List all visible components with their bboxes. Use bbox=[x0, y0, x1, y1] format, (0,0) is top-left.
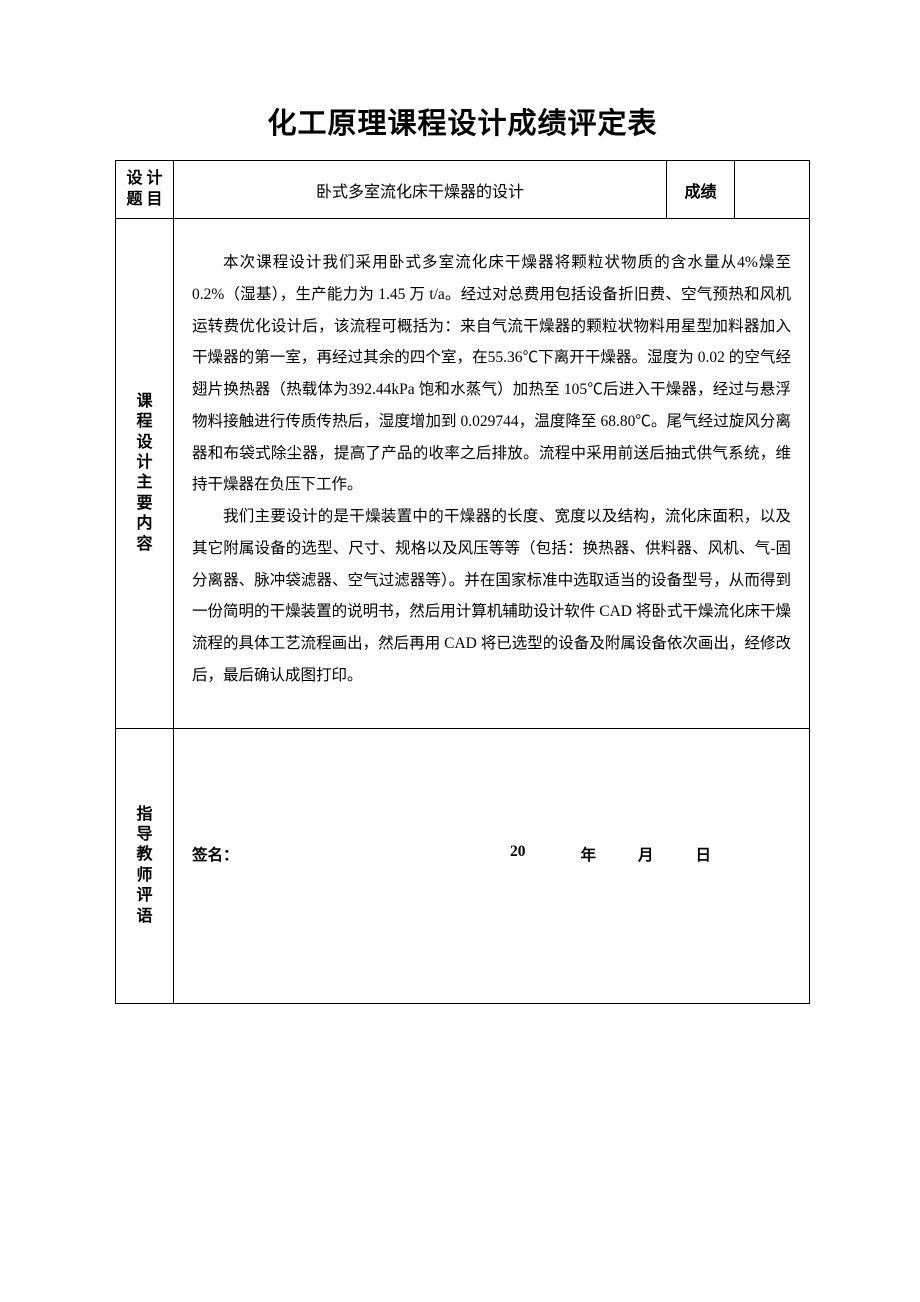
signature-line: 签名： 20 年 月 日 bbox=[192, 843, 791, 865]
year-label: 年 bbox=[580, 843, 596, 865]
label-char: 计 bbox=[120, 454, 169, 472]
label-char: 容 bbox=[120, 536, 169, 554]
label-char: 教 bbox=[120, 846, 169, 864]
label-char: 主 bbox=[120, 474, 169, 492]
label-char: 设 bbox=[120, 434, 169, 452]
label-design-title: 设 计 题 目 bbox=[116, 161, 174, 219]
page-title: 化工原理课程设计成绩评定表 bbox=[115, 100, 810, 142]
row-design-title: 设 计 题 目 卧式多室流化床干燥器的设计 成绩 bbox=[116, 161, 810, 219]
label-char: 评 bbox=[120, 887, 169, 905]
sign-label: 签名： bbox=[192, 843, 239, 865]
label-main-content: 课 程 设 计 主 要 内 容 bbox=[116, 219, 174, 729]
label-char: 要 bbox=[120, 495, 169, 513]
day-label: 日 bbox=[695, 843, 711, 865]
label-char: 师 bbox=[120, 867, 169, 885]
label-char: 导 bbox=[120, 826, 169, 844]
label-char: 程 bbox=[120, 413, 169, 431]
month-label: 月 bbox=[638, 843, 654, 865]
evaluation-table: 设 计 题 目 卧式多室流化床干燥器的设计 成绩 课 程 设 计 主 要 内 容… bbox=[115, 160, 810, 1004]
label-char: 内 bbox=[120, 515, 169, 533]
teacher-comment-cell: 签名： 20 年 月 日 bbox=[174, 728, 810, 1003]
label-teacher-comment: 指 导 教 师 评 语 bbox=[116, 728, 174, 1003]
year-prefix: 20 bbox=[510, 843, 526, 865]
label-line2: 题 目 bbox=[120, 190, 169, 211]
row-teacher-comment: 指 导 教 师 评 语 签名： 20 年 月 日 bbox=[116, 728, 810, 1003]
main-content-cell: 本次课程设计我们采用卧式多室流化床干燥器将颗粒状物质的含水量从4%燥至 0.2%… bbox=[174, 219, 810, 729]
content-paragraph-1: 本次课程设计我们采用卧式多室流化床干燥器将颗粒状物质的含水量从4%燥至 0.2%… bbox=[192, 247, 791, 501]
grade-label: 成绩 bbox=[667, 161, 735, 219]
label-char: 语 bbox=[120, 908, 169, 926]
label-char: 指 bbox=[120, 806, 169, 824]
grade-value bbox=[735, 161, 810, 219]
row-main-content: 课 程 设 计 主 要 内 容 本次课程设计我们采用卧式多室流化床干燥器将颗粒状… bbox=[116, 219, 810, 729]
design-title-value: 卧式多室流化床干燥器的设计 bbox=[174, 161, 667, 219]
label-line1: 设 计 bbox=[120, 169, 169, 190]
label-char: 课 bbox=[120, 393, 169, 411]
content-paragraph-2: 我们主要设计的是干燥装置中的干燥器的长度、宽度以及结构，流化床面积，以及其它附属… bbox=[192, 501, 791, 692]
